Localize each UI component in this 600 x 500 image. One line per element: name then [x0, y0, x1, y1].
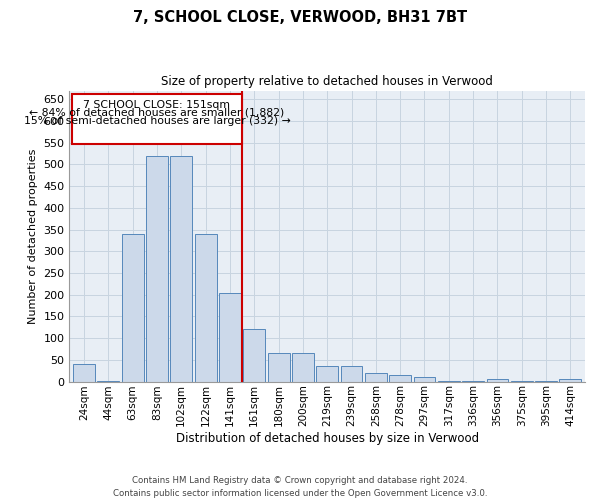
Bar [559, 380, 581, 382]
Text: 7 SCHOOL CLOSE: 151sqm: 7 SCHOOL CLOSE: 151sqm [83, 100, 230, 110]
FancyBboxPatch shape [72, 94, 242, 144]
Bar [194, 234, 217, 382]
Bar [487, 380, 508, 382]
Bar [316, 366, 338, 382]
Bar [268, 354, 290, 382]
Bar [438, 380, 460, 382]
Bar [462, 380, 484, 382]
Bar [389, 375, 411, 382]
Bar [535, 380, 557, 382]
Bar [97, 380, 119, 382]
Bar [146, 156, 168, 382]
Title: Size of property relative to detached houses in Verwood: Size of property relative to detached ho… [161, 75, 493, 88]
Text: Contains HM Land Registry data © Crown copyright and database right 2024.
Contai: Contains HM Land Registry data © Crown c… [113, 476, 487, 498]
Y-axis label: Number of detached properties: Number of detached properties [28, 148, 38, 324]
Text: 15% of semi-detached houses are larger (332) →: 15% of semi-detached houses are larger (… [23, 116, 290, 126]
Bar [511, 380, 533, 382]
Bar [219, 292, 241, 382]
Bar [292, 354, 314, 382]
Bar [341, 366, 362, 382]
Bar [244, 330, 265, 382]
Bar [365, 373, 387, 382]
Text: 7, SCHOOL CLOSE, VERWOOD, BH31 7BT: 7, SCHOOL CLOSE, VERWOOD, BH31 7BT [133, 10, 467, 25]
Bar [122, 234, 143, 382]
X-axis label: Distribution of detached houses by size in Verwood: Distribution of detached houses by size … [176, 432, 479, 445]
Text: ← 84% of detached houses are smaller (1,882): ← 84% of detached houses are smaller (1,… [29, 108, 284, 118]
Bar [170, 156, 192, 382]
Bar [413, 377, 436, 382]
Bar [73, 364, 95, 382]
